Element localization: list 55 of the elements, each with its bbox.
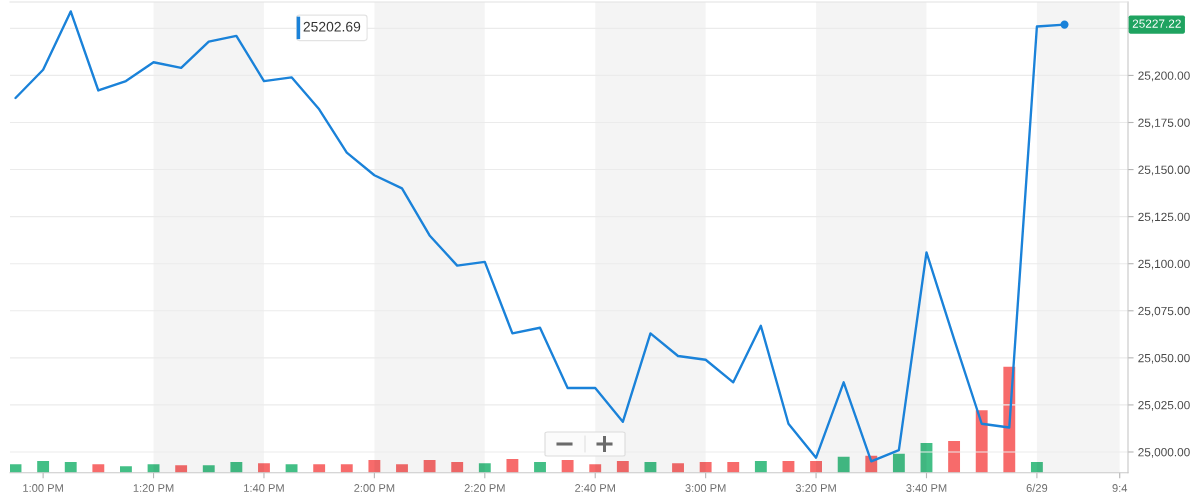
y-tick-label: 25,125.00 — [1138, 212, 1190, 223]
bar — [478, 463, 491, 473]
y-tick-label: 25,150.00 — [1138, 165, 1190, 176]
bar — [313, 464, 326, 473]
x-tick-label: 3:00 PM — [685, 484, 726, 492]
text: 25227.22 — [1132, 19, 1181, 28]
bar — [975, 410, 988, 473]
bar — [10, 464, 22, 473]
bar — [948, 440, 961, 473]
x-tick-label: 6/29 — [1026, 483, 1048, 492]
y-tick-label: 25,175.00 — [1138, 118, 1190, 129]
bar — [285, 464, 298, 473]
bar — [561, 459, 574, 473]
bar — [37, 461, 50, 473]
x-tick-label: 1:20 PM — [133, 484, 174, 492]
bar — [616, 461, 629, 473]
bar — [506, 458, 519, 473]
bar — [396, 464, 408, 473]
bar — [423, 459, 436, 473]
y-tick-label: 25,100.00 — [1138, 259, 1190, 270]
x-tick-label: 3:40 PM — [906, 484, 947, 492]
y-tick-label: 25,025.00 — [1138, 400, 1190, 411]
x-tick-label: 2:00 PM — [354, 484, 395, 492]
bar — [120, 466, 132, 473]
bar — [837, 456, 850, 473]
bar — [699, 462, 712, 473]
x-tick-label: 9:4 — [1112, 484, 1128, 492]
bar — [258, 463, 270, 473]
bar — [202, 465, 215, 473]
x-tick-label: 2:40 PM — [575, 484, 615, 492]
bar — [534, 462, 546, 473]
bar — [64, 462, 77, 473]
bar — [892, 453, 905, 473]
bar — [644, 462, 657, 473]
bar — [1030, 462, 1043, 473]
x-tick-label: 1:40 PM — [244, 484, 284, 492]
annotation: 25202.69 — [303, 21, 361, 32]
bar — [175, 465, 188, 473]
y-tick-label: 25,200.00 — [1138, 71, 1190, 82]
y-tick-label: 25,075.00 — [1138, 306, 1190, 317]
bar — [810, 461, 822, 473]
bar — [672, 463, 684, 473]
bar — [451, 462, 464, 473]
bar — [727, 462, 740, 473]
bar — [230, 462, 243, 473]
bar — [368, 459, 381, 473]
x-tick-label: 3:20 PM — [795, 484, 836, 492]
y-tick-label: 25,000.00 — [1138, 448, 1190, 458]
x-tick-label: 1:00 PM — [23, 484, 63, 492]
bar — [589, 464, 602, 473]
y-tick-label: 25,050.00 — [1138, 353, 1190, 364]
x-tick-label: 2:20 PM — [464, 484, 505, 492]
bar — [754, 461, 767, 473]
bar — [92, 464, 105, 473]
bar — [340, 464, 353, 473]
